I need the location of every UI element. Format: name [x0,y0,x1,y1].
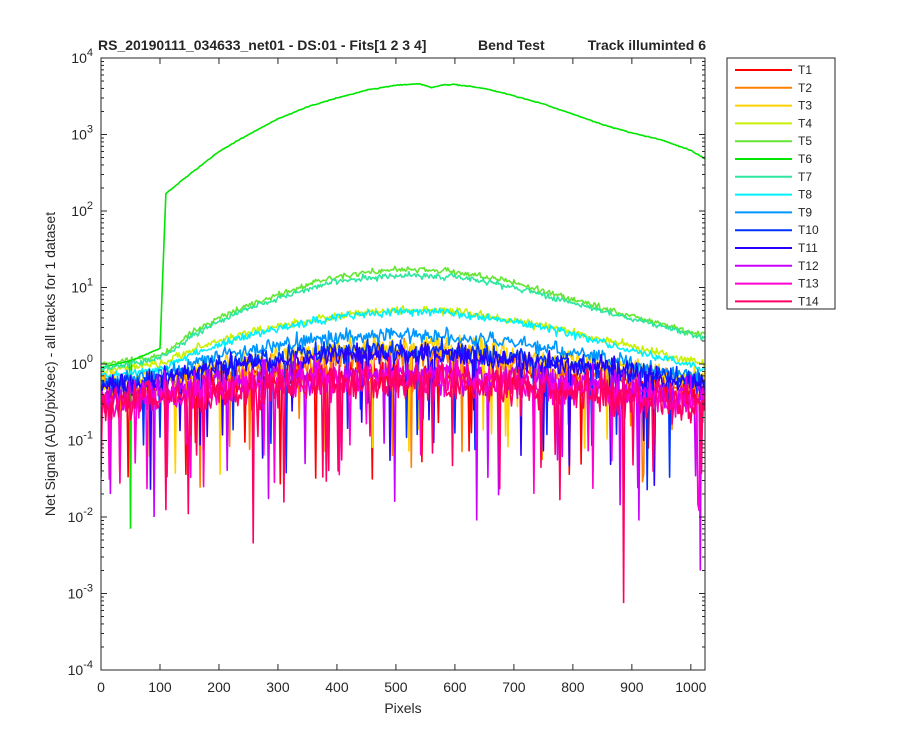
y-tick-label: 104 [71,47,93,66]
series-spike-t14 [251,389,255,544]
title-test: Bend Test [478,37,545,53]
legend-label-t13: T13 [798,277,819,291]
legend-label-t6: T6 [798,152,812,166]
series-line-t7 [101,270,705,372]
legend-label-t7: T7 [798,170,812,184]
y-tick-label: 10-3 [68,583,93,602]
legend-label-t14: T14 [798,294,819,308]
legend-label-t1: T1 [798,63,812,77]
x-tick-label: 1000 [675,679,706,695]
legend-label-t10: T10 [798,223,819,237]
y-tick-label: 10-2 [68,506,93,525]
legend-label-t4: T4 [798,116,812,130]
title-run: RS_20190111_034633_net01 - DS:01 - Fits[… [98,37,426,53]
y-tick-label: 101 [71,277,93,296]
y-tick-label: 100 [71,353,93,372]
legend: T1 T2 T3 T4 T5 T6 T7 T8 T9 T10 T11 T12 T13 T14 [726,57,836,310]
x-tick-label: 600 [443,679,467,695]
series-line-t9 [101,326,705,388]
legend-label-t12: T12 [798,259,819,273]
legend-label-t11: T11 [798,241,818,255]
y-tick-label: 10-1 [68,430,93,449]
legend-label-t9: T9 [798,205,812,219]
x-axis-label: Pixels [384,700,421,716]
x-tick-label: 900 [620,679,644,695]
series-line-t8 [101,307,705,379]
legend-box [726,57,836,310]
title-track: Track illuminted 6 [588,37,706,53]
legend-label-t8: T8 [798,188,812,202]
x-tick-label: 300 [266,679,290,695]
x-axis: 0 100 200 300 400 500 600 700 800 900 1000 [97,58,707,695]
series-line-t14 [101,356,705,515]
chart-title: RS_20190111_034633_net01 - DS:01 - Fits[… [98,37,706,53]
series-spike-t12 [474,376,479,521]
series-spike-t14 [621,396,626,604]
series-line-t6 [101,82,705,369]
series-layer [101,82,705,604]
x-tick-label: 400 [325,679,349,695]
y-tick-label: 103 [71,124,93,143]
y-tick-label: 10-4 [68,659,93,678]
x-tick-label: 800 [561,679,585,695]
y-axis: 10-4 10-3 10-2 10-1 100 101 102 103 104 [68,47,705,678]
legend-label-t3: T3 [798,99,812,113]
x-tick-label: 0 [97,679,105,695]
legend-label-t2: T2 [798,81,812,95]
x-tick-label: 100 [148,679,172,695]
y-tick-label: 102 [71,200,93,219]
x-tick-label: 200 [207,679,231,695]
series-line-t11 [101,341,705,490]
series-spike-t12 [152,393,156,518]
legend-label-t5: T5 [798,134,812,148]
y-axis-label: Net Signal (ADU/pix/sec) - all tracks fo… [42,212,58,516]
x-tick-label: 700 [502,679,526,695]
x-tick-label: 500 [384,679,408,695]
series-line-t5 [101,265,705,366]
